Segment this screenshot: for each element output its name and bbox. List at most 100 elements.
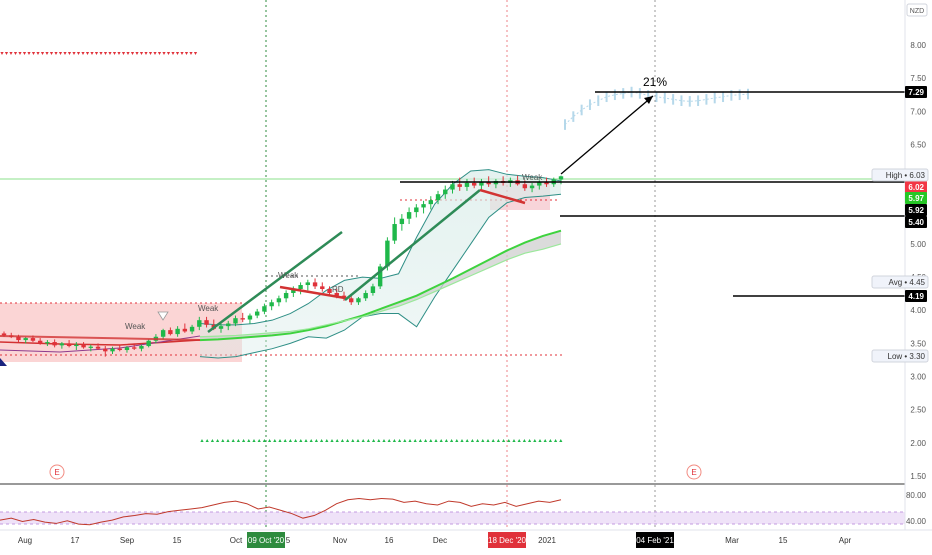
move-pct-label: 21% — [643, 75, 667, 89]
date-highlight-dec[interactable]: 18 Dec '20 — [488, 532, 527, 548]
earnings-label: E — [54, 468, 59, 477]
signal-marker-green — [304, 439, 308, 442]
high-label[interactable]: High • 6.03 — [871, 168, 929, 182]
signal-marker-green — [476, 439, 480, 442]
price-axis[interactable]: NZD 8.007.507.006.506.005.505.004.504.00… — [871, 0, 929, 530]
green-price-label[interactable]: 5.97 — [905, 192, 927, 204]
signal-marker-red — [81, 52, 85, 55]
time-tick-label: 15 — [779, 536, 788, 545]
signal-marker-red — [175, 52, 180, 55]
candle-body — [254, 311, 260, 316]
signal-marker-green — [278, 439, 282, 442]
signal-marker-red — [40, 52, 45, 55]
down-line-1[interactable] — [279, 285, 346, 300]
candle-body — [537, 182, 542, 186]
signal-marker-red — [117, 52, 121, 55]
candle-body — [218, 326, 224, 329]
candle-body — [406, 212, 412, 219]
trend-line-1[interactable] — [207, 230, 343, 334]
earnings-marker-1[interactable]: E — [49, 464, 65, 480]
date-highlight-dec-bg — [488, 532, 526, 548]
rsi-tick-label: 40.00 — [906, 517, 927, 526]
time-axis[interactable]: Aug 17 Sep 15 Oct Nov 16 Dec 2021 Mar 15 Apr 509 Oct… — [0, 529, 932, 548]
candle-body — [305, 282, 311, 286]
signal-marker-green — [247, 439, 251, 442]
signal-marker-red — [184, 52, 189, 55]
date-highlight-oct-text: 09 Oct '20 — [248, 536, 285, 545]
candle-body — [204, 320, 209, 325]
price-tick-label: 7.50 — [910, 74, 926, 83]
signal-marker-red — [72, 52, 76, 55]
signal-marker-green — [372, 439, 376, 442]
candle-body — [226, 323, 231, 327]
candle-body — [471, 182, 477, 186]
date-highlight-oct[interactable]: 09 Oct '20 — [247, 532, 285, 548]
date-highlight-feb[interactable]: 04 Feb '21 — [636, 532, 674, 548]
signal-marker-green — [533, 439, 537, 442]
candle-body — [385, 240, 390, 267]
signal-marker-green — [242, 439, 246, 442]
level2-price-label[interactable]: 5.40 — [905, 216, 927, 228]
signal-marker-green — [522, 439, 526, 442]
candle-body — [146, 340, 151, 347]
signal-marker-green — [465, 439, 469, 442]
candle-body — [312, 282, 318, 287]
signal-marker-green — [398, 439, 402, 442]
signal-marker-green — [340, 439, 344, 442]
candle-body — [457, 184, 462, 187]
candle-body — [45, 342, 50, 344]
signal-marker-red — [76, 52, 81, 55]
candle-body — [103, 348, 108, 352]
signal-marker-green — [460, 439, 464, 442]
candle-body — [327, 289, 332, 293]
earnings-marker-2[interactable]: E — [686, 464, 702, 480]
time-tick-label: 16 — [385, 536, 394, 545]
low-label[interactable]: Low • 3.30 — [871, 349, 929, 363]
signal-marker-red — [166, 52, 171, 55]
level3-price-label-bg — [905, 290, 927, 302]
avg-label[interactable]: Avg • 4.45 — [871, 275, 929, 289]
signal-marker-green — [434, 439, 438, 442]
signal-marker-red — [31, 52, 36, 55]
target-price-label[interactable]: 7.29 — [905, 86, 927, 98]
candle-body — [443, 189, 448, 195]
price-tick-label: 2.00 — [910, 439, 926, 448]
signal-marker-red — [135, 52, 139, 55]
time-tick-label: Aug — [18, 536, 32, 545]
projection-layer — [564, 86, 749, 130]
bollinger-lower — [199, 193, 562, 359]
price-tick-label: 5.00 — [910, 240, 926, 249]
projection-path — [564, 91, 749, 125]
date-highlight-dec-text: 18 Dec '20 — [488, 536, 527, 545]
candle-body — [197, 320, 202, 327]
signal-marker-red — [85, 52, 90, 55]
currency-badge[interactable] — [906, 3, 928, 17]
candle-body — [291, 289, 296, 293]
signal-marker-green — [236, 439, 240, 442]
candle-body — [132, 347, 137, 349]
candle-body — [428, 200, 433, 205]
signal-marker-green — [325, 439, 329, 442]
level1-price-label-bg — [905, 204, 927, 216]
trend-line-2[interactable] — [344, 189, 481, 301]
signal-marker-green — [528, 439, 532, 442]
level3-price-label[interactable]: 4.19 — [905, 290, 927, 302]
signal-marker-red — [99, 52, 103, 55]
high-label-bg — [871, 168, 929, 182]
signal-marker-green — [424, 439, 428, 442]
bollinger-fill — [200, 169, 561, 358]
signal-marker-green — [252, 439, 256, 442]
signal-marker-green — [387, 439, 391, 442]
signal-marker-red — [103, 52, 108, 55]
last-price-label[interactable]: 6.02 — [905, 181, 927, 193]
candle-body — [175, 328, 180, 335]
down-line-2[interactable] — [479, 188, 526, 205]
signal-marker-red — [112, 52, 117, 55]
left-edge-marker — [0, 358, 7, 366]
projection-arrow[interactable] — [560, 95, 654, 175]
level1-price-label[interactable]: 5.92 — [905, 204, 927, 216]
signal-marker-red — [45, 52, 49, 55]
rsi-pane[interactable] — [0, 483, 905, 526]
